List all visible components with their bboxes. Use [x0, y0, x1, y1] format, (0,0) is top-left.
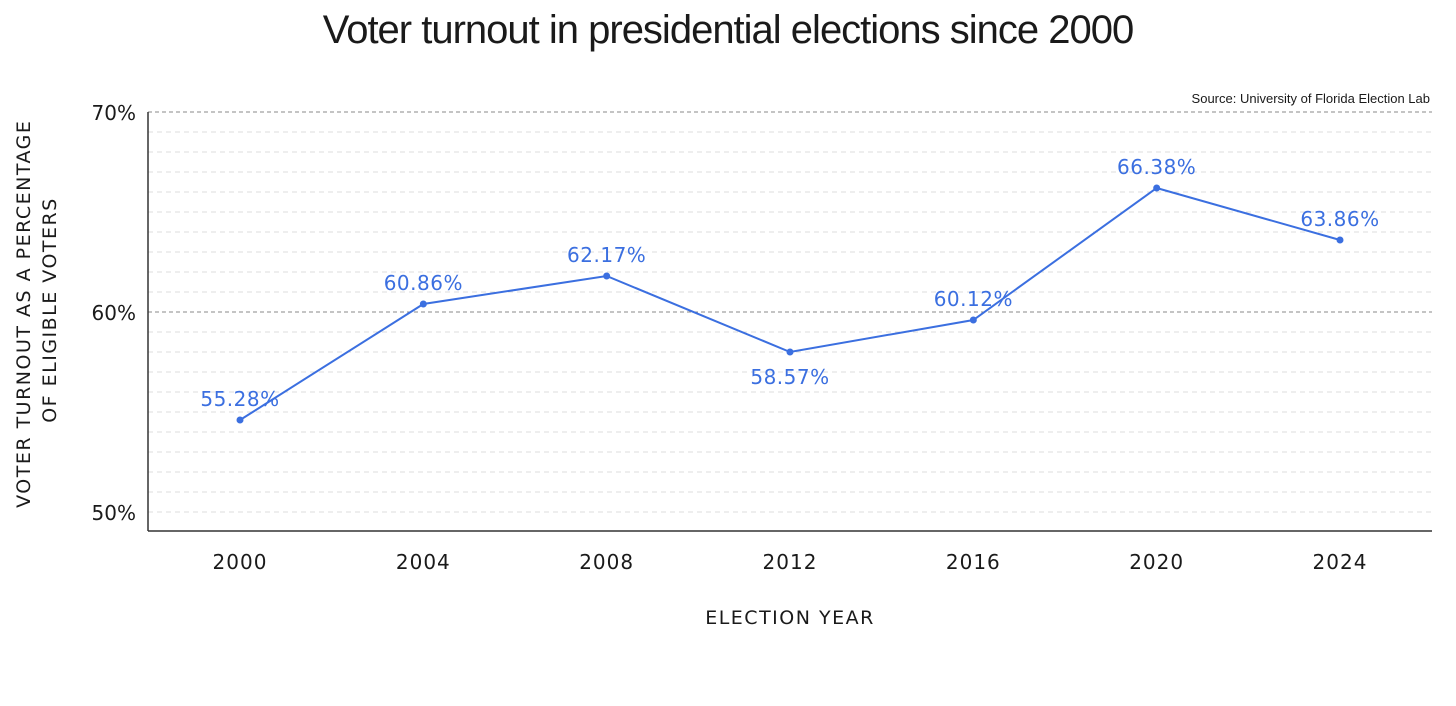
data-labels: 55.28% 60.86% 62.17% 58.57% 60.12% 66.38% 63.8…	[200, 155, 1379, 411]
y-axis-title-line-2: OF ELIGIBLE VOTERS	[39, 197, 61, 423]
y-tick-label: 60%	[92, 301, 136, 325]
y-tick-label: 70%	[92, 101, 136, 125]
data-label: 58.57%	[750, 365, 829, 389]
data-point	[969, 316, 977, 324]
data-point	[603, 272, 611, 280]
data-point	[786, 348, 794, 356]
data-point	[419, 300, 427, 308]
y-tick-labels: 50% 60% 70%	[92, 101, 136, 525]
x-tick-labels: 2000 2004 2008 2012 2016 2020 2024	[213, 550, 1368, 574]
data-label: 66.38%	[1117, 155, 1196, 179]
x-tick-label: 2000	[213, 550, 268, 574]
y-axis-title: VOTER TURNOUT AS A PERCENTAGE OF ELIGIBL…	[13, 112, 61, 508]
x-tick-label: 2024	[1313, 550, 1368, 574]
y-axis-title-line-1: VOTER TURNOUT AS A PERCENTAGE	[13, 120, 35, 508]
x-axis-title: ELECTION YEAR	[705, 607, 875, 629]
y-tick-label: 50%	[92, 501, 136, 525]
data-label: 60.12%	[934, 287, 1013, 311]
data-label: 63.86%	[1300, 207, 1379, 231]
data-label: 60.86%	[384, 271, 463, 295]
gridlines	[148, 111, 1432, 513]
data-label: 55.28%	[200, 387, 279, 411]
source-note: Source: University of Florida Election L…	[1192, 91, 1430, 106]
x-tick-label: 2004	[396, 550, 451, 574]
data-point	[1336, 236, 1344, 244]
chart-title: Voter turnout in presidential elections …	[322, 8, 1135, 52]
x-tick-label: 2008	[579, 550, 634, 574]
x-tick-label: 2012	[763, 550, 818, 574]
data-point	[1153, 184, 1161, 192]
data-points	[236, 184, 1344, 424]
data-point	[236, 416, 244, 424]
data-label: 62.17%	[567, 243, 646, 267]
x-tick-label: 2016	[946, 550, 1001, 574]
x-tick-label: 2020	[1129, 550, 1184, 574]
